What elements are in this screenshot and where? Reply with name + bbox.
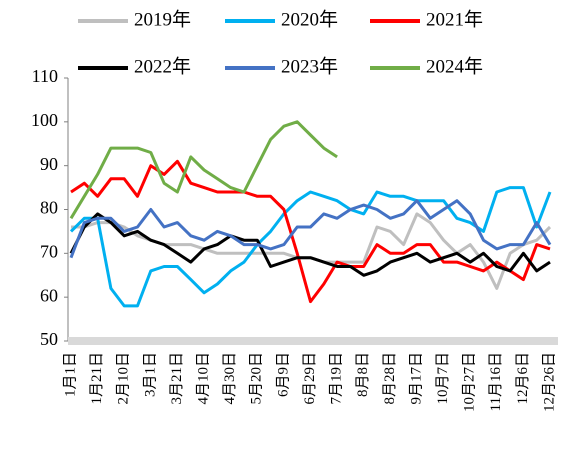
legend-label: 2023年 xyxy=(281,55,338,77)
x-tick-label: 6月9日 xyxy=(275,352,291,397)
y-tick-label: 110 xyxy=(32,66,58,86)
legend-label: 2022年 xyxy=(134,55,191,77)
x-tick-label: 2月10日 xyxy=(116,352,132,405)
x-tick-label: 9月17日 xyxy=(408,352,424,405)
legend-label: 2020年 xyxy=(281,8,338,30)
y-tick-label: 60 xyxy=(40,285,58,305)
x-tick-label: 4月30日 xyxy=(222,352,238,405)
y-tick-label: 50 xyxy=(40,329,58,349)
legend-label: 2019年 xyxy=(134,8,191,30)
x-tick-label: 12月26日 xyxy=(541,352,557,412)
series-line xyxy=(69,120,338,220)
x-tick-label: 5月20日 xyxy=(249,352,265,405)
y-tick-label: 80 xyxy=(40,198,58,218)
series-line xyxy=(69,186,552,308)
x-tick-label: 8月28日 xyxy=(382,352,398,405)
x-tick-label: 7月19日 xyxy=(329,352,345,405)
x-tick-label: 4月10日 xyxy=(195,352,211,405)
y-tick-label: 100 xyxy=(31,110,58,130)
y-tick-label: 70 xyxy=(40,241,58,261)
y-tick-label: 90 xyxy=(40,154,58,174)
legend-label: 2021年 xyxy=(426,8,483,30)
x-tick-label: 1月1日 xyxy=(62,352,78,397)
legend-label: 2024年 xyxy=(426,55,483,77)
series-line xyxy=(70,159,551,304)
x-tick-label: 12月6日 xyxy=(515,352,531,405)
series-line xyxy=(69,199,552,259)
x-tick-label: 6月29日 xyxy=(302,352,318,405)
x-tick-label: 10月27日 xyxy=(462,352,478,412)
x-tick-label: 11月16日 xyxy=(488,352,504,411)
x-tick-label: 3月21日 xyxy=(169,352,185,405)
x-tick-label: 10月7日 xyxy=(435,352,451,405)
x-tick-label: 3月1日 xyxy=(142,352,158,397)
series-line xyxy=(69,212,551,277)
x-tick-label: 1月21日 xyxy=(89,352,105,405)
x-tick-label: 8月8日 xyxy=(355,352,371,397)
